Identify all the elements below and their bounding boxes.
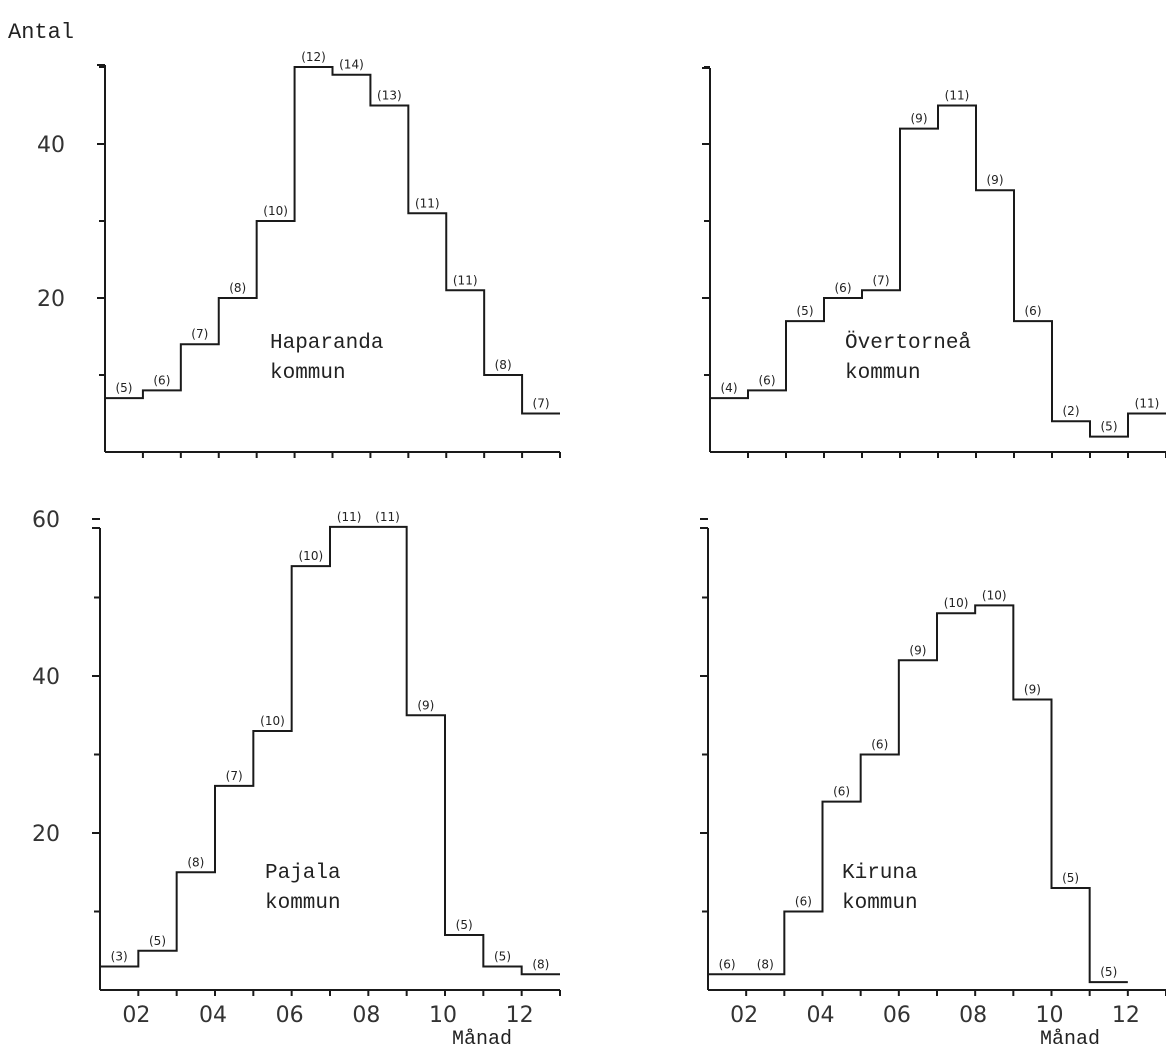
count-label: (8) bbox=[229, 281, 246, 295]
panel-0: 40 20 (5) (6) (7) (8) (10) (12) (14) (13) (11) (11)… bbox=[37, 50, 561, 458]
count-label: (8) bbox=[532, 957, 549, 971]
count-label: (9) bbox=[911, 112, 928, 126]
count-label: (11) bbox=[453, 273, 478, 287]
count-label: (10) bbox=[944, 596, 969, 610]
y-tick-label: 40 bbox=[37, 133, 65, 158]
count-label: (7) bbox=[226, 769, 243, 783]
step-series bbox=[710, 104, 1166, 438]
panel-title-line: kommun bbox=[265, 892, 341, 915]
count-label: (14) bbox=[339, 58, 364, 72]
count-label: (5) bbox=[494, 949, 511, 963]
count-label: (5) bbox=[456, 918, 473, 932]
count-label: (7) bbox=[873, 273, 890, 287]
panel-3: 02 04 06 08 10 12 (6) (8) (6) (6) (6) (9) (10) (10) (9… bbox=[700, 518, 1166, 1028]
y-tick-label: 20 bbox=[32, 822, 60, 847]
count-label: (8) bbox=[757, 957, 774, 971]
panel-title-line: kommun bbox=[842, 892, 918, 915]
panel-title-line: kommun bbox=[270, 362, 346, 385]
x-tick-label: 10 bbox=[429, 1003, 457, 1028]
chart-panels: 40 20 (5) (6) (7) (8) (10) (12) (14) (13) (11) (11)… bbox=[32, 50, 1166, 1028]
count-label: (7) bbox=[533, 397, 550, 411]
x-tick-label: 04 bbox=[807, 1003, 835, 1028]
count-label: (5) bbox=[797, 304, 814, 318]
count-label: (12) bbox=[301, 50, 326, 64]
count-label: (5) bbox=[1101, 420, 1118, 434]
count-label: (11) bbox=[415, 196, 440, 210]
step-series bbox=[100, 525, 560, 976]
y-tick-label: 40 bbox=[32, 665, 60, 690]
count-label: (11) bbox=[337, 510, 362, 524]
x-axis-title-left: Månad bbox=[452, 1028, 512, 1048]
count-label: (9) bbox=[909, 643, 926, 657]
count-label: (10) bbox=[299, 549, 324, 563]
y-tick-label: 20 bbox=[37, 287, 65, 312]
count-label: (7) bbox=[191, 327, 208, 341]
x-tick-label: 02 bbox=[730, 1003, 758, 1028]
count-label: (9) bbox=[417, 698, 434, 712]
x-tick-label: 08 bbox=[959, 1003, 987, 1028]
panel-title-line: Pajala bbox=[265, 862, 341, 885]
x-tick-label: 12 bbox=[1112, 1003, 1140, 1028]
y-axis-title: Antal bbox=[8, 20, 74, 45]
count-label: (10) bbox=[260, 714, 285, 728]
count-label: (11) bbox=[375, 510, 400, 524]
x-tick-label: 06 bbox=[883, 1003, 911, 1028]
count-label: (6) bbox=[719, 957, 736, 971]
count-label: (6) bbox=[759, 373, 776, 387]
x-tick-label: 08 bbox=[352, 1003, 380, 1028]
count-label: (8) bbox=[187, 855, 204, 869]
count-label: (6) bbox=[1025, 304, 1042, 318]
count-label: (5) bbox=[1100, 965, 1117, 979]
x-tick-label: 02 bbox=[122, 1003, 150, 1028]
count-label: (6) bbox=[153, 373, 170, 387]
step-series bbox=[708, 604, 1128, 984]
count-label: (6) bbox=[795, 895, 812, 909]
count-label: (10) bbox=[263, 204, 288, 218]
count-label: (10) bbox=[982, 588, 1007, 602]
x-tick-label: 12 bbox=[506, 1003, 534, 1028]
x-axis-title-right: Månad bbox=[1040, 1028, 1100, 1048]
count-label: (13) bbox=[377, 89, 402, 103]
count-label: (6) bbox=[833, 785, 850, 799]
count-label: (3) bbox=[111, 949, 128, 963]
count-label: (11) bbox=[1135, 397, 1160, 411]
count-label: (5) bbox=[149, 934, 166, 948]
panel-title-line: kommun bbox=[845, 362, 921, 385]
count-label: (9) bbox=[987, 173, 1004, 187]
x-tick-label: 06 bbox=[276, 1003, 304, 1028]
count-label: (4) bbox=[721, 381, 738, 395]
count-label: (6) bbox=[835, 281, 852, 295]
count-label: (11) bbox=[945, 89, 970, 103]
step-series bbox=[105, 66, 560, 415]
panel-2: 60 40 20 02 04 06 08 10 12 (3) (5) (8) (7) (10) (10) (1… bbox=[32, 508, 561, 1028]
count-label: (8) bbox=[495, 358, 512, 372]
count-label: (2) bbox=[1063, 404, 1080, 418]
y-tick-label: 60 bbox=[32, 508, 60, 533]
count-label: (5) bbox=[115, 381, 132, 395]
x-tick-label: 04 bbox=[199, 1003, 227, 1028]
panel-title-line: Övertorneå bbox=[845, 331, 971, 355]
count-label: (6) bbox=[871, 738, 888, 752]
panel-title-line: Kiruna bbox=[842, 862, 918, 885]
count-label: (9) bbox=[1024, 683, 1041, 697]
x-tick-label: 10 bbox=[1036, 1003, 1064, 1028]
panel-1: (4) (6) (5) (6) (7) (9) (11) (9) (6) (2) (5) (11) Öv… bbox=[702, 66, 1166, 458]
count-label: (5) bbox=[1062, 871, 1079, 885]
panel-title-line: Haparanda bbox=[270, 332, 383, 355]
